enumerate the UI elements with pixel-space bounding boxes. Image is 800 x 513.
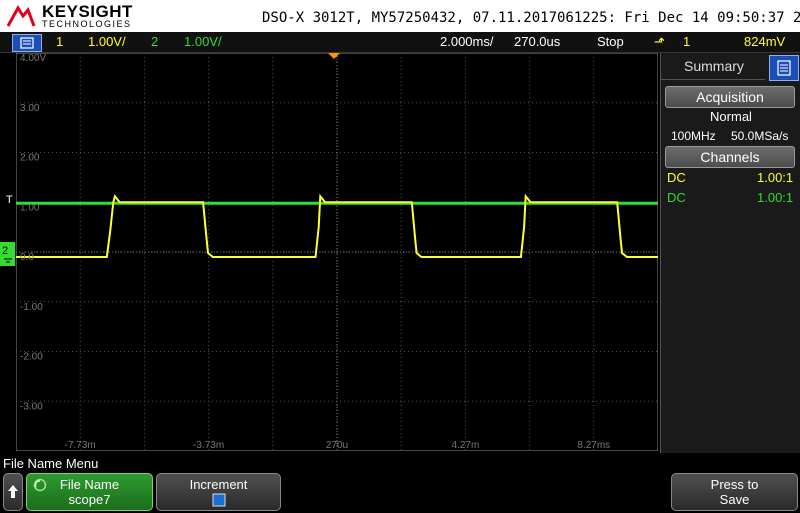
file-name-value: scope7 bbox=[68, 492, 111, 507]
ch1-number[interactable]: 1 bbox=[56, 34, 64, 49]
trigger-level-marker[interactable]: T bbox=[6, 193, 18, 207]
panel-title: Summary bbox=[684, 58, 744, 74]
increment-softkey[interactable]: Increment bbox=[156, 473, 281, 511]
press-to-label: Press to bbox=[710, 477, 759, 492]
scope-info: DSO-X 3012T, MY57250432, 07.11.201706122… bbox=[262, 10, 800, 26]
save-label: Save bbox=[719, 492, 750, 507]
trigger-level[interactable]: 824mV bbox=[744, 34, 786, 49]
brand-name: KEYSIGHT bbox=[42, 2, 133, 21]
summary-panel: Summary Acquisition Normal 100MHz 50.0MS… bbox=[660, 53, 800, 453]
y-tick-label: -1.00 bbox=[20, 302, 43, 313]
trigger-source[interactable]: 1 bbox=[683, 34, 691, 49]
trigger-position-marker[interactable] bbox=[328, 53, 340, 59]
sample-rate: 50.0MSa/s bbox=[731, 129, 789, 143]
menu-title: File Name Menu bbox=[3, 456, 99, 471]
acquisition-header[interactable]: Acquisition bbox=[665, 86, 795, 108]
waveform-traces bbox=[16, 193, 658, 258]
graticule-grid bbox=[16, 53, 658, 451]
ch2-probe: 1.00:1 bbox=[757, 190, 794, 205]
ch1-coupling: DC bbox=[667, 170, 686, 185]
bandwidth: 100MHz bbox=[671, 129, 716, 143]
trigger-edge-icon: ⬏ bbox=[654, 34, 665, 49]
ch2-ground-marker[interactable]: 2 bbox=[0, 240, 16, 268]
x-tick-label: -3.73m bbox=[193, 440, 224, 451]
panel-menu-button[interactable] bbox=[769, 55, 799, 81]
x-axis-labels: -7.73m -3.73m 270u 4.27m 8.27ms bbox=[65, 440, 611, 451]
x-tick-label: -7.73m bbox=[65, 440, 96, 451]
x-tick-label: 8.27ms bbox=[577, 440, 610, 451]
acquisition-mode: Normal bbox=[710, 109, 752, 124]
svg-text:T: T bbox=[6, 194, 13, 206]
increment-checkbox[interactable] bbox=[157, 493, 280, 510]
ch1-scale[interactable]: 1.00V/ bbox=[88, 34, 126, 49]
panel-list-icon bbox=[777, 60, 791, 76]
press-to-save-softkey[interactable]: Press to Save bbox=[671, 473, 798, 511]
y-tick-label: 3.00 bbox=[20, 103, 40, 114]
file-name-label: File Name bbox=[59, 477, 120, 492]
x-tick-label: 4.27m bbox=[452, 440, 480, 451]
file-name-softkey[interactable]: File Name scope7 bbox=[26, 473, 153, 511]
ch2-scale[interactable]: 1.00V/ bbox=[184, 34, 222, 49]
entry-knob-icon bbox=[33, 478, 47, 492]
ch2-coupling: DC bbox=[667, 190, 686, 205]
x-tick-label: 270u bbox=[326, 440, 348, 451]
back-button[interactable] bbox=[3, 473, 23, 511]
y-tick-label: 1.00 bbox=[20, 202, 40, 213]
y-tick-label: -3.00 bbox=[20, 401, 43, 412]
waveform-display[interactable]: 4.00V 3.00 2.00 1.00 0.0 -1.00 -2.00 -3.00 -7.7… bbox=[16, 53, 658, 451]
status-bar: 1 1.00V/ 2 1.00V/ 2.000ms/ 270.0us Stop … bbox=[0, 32, 800, 53]
run-state[interactable]: Stop bbox=[597, 34, 624, 49]
keysight-logo-icon bbox=[6, 5, 36, 27]
ch1-trace bbox=[16, 193, 658, 258]
y-tick-label: 4.00V bbox=[20, 53, 46, 64]
up-arrow-icon bbox=[8, 485, 18, 498]
ch1-probe: 1.00:1 bbox=[757, 170, 794, 185]
y-axis-labels: 4.00V 3.00 2.00 1.00 0.0 -1.00 -2.00 -3.00 bbox=[20, 53, 46, 412]
channels-header[interactable]: Channels bbox=[665, 146, 795, 168]
header-bar bbox=[0, 0, 800, 32]
ch2-marker-label: 2 bbox=[2, 245, 8, 257]
y-tick-label: 2.00 bbox=[20, 153, 40, 164]
ch2-number[interactable]: 2 bbox=[151, 34, 159, 49]
increment-label: Increment bbox=[189, 477, 248, 492]
trigger-delay[interactable]: 270.0us bbox=[514, 34, 561, 49]
brand-subtitle: TECHNOLOGIES bbox=[42, 19, 132, 29]
menu-list-icon bbox=[20, 37, 34, 49]
main-menu-button[interactable] bbox=[12, 34, 42, 52]
y-tick-label: -2.00 bbox=[20, 352, 43, 363]
checkbox-icon bbox=[212, 493, 225, 507]
timebase[interactable]: 2.000ms/ bbox=[440, 34, 494, 49]
y-tick-label: 0.0 bbox=[20, 252, 34, 263]
